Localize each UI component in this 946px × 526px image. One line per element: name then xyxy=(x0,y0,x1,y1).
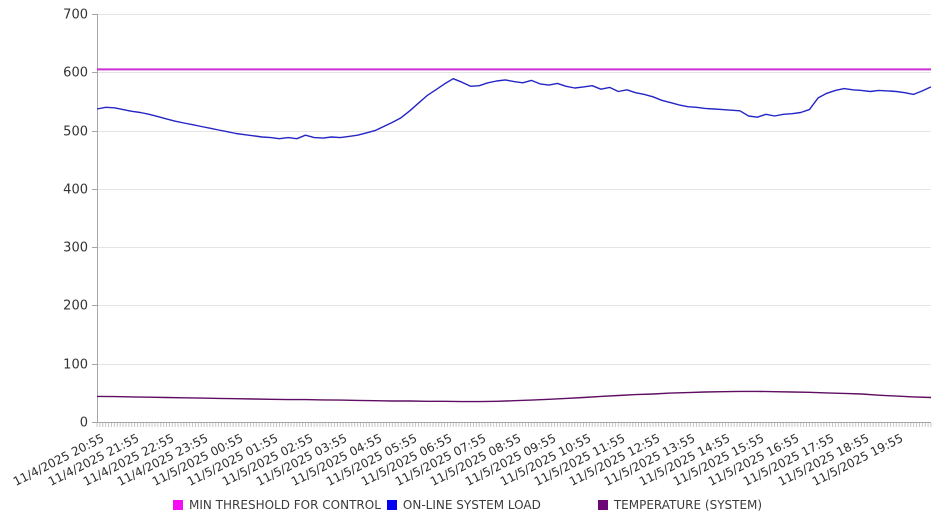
y-axis-label: 500 xyxy=(63,125,88,140)
legend-label: ON-LINE SYSTEM LOAD xyxy=(402,498,541,512)
series-line xyxy=(96,77,932,140)
legend-item-online-system-load: ON-LINE SYSTEM LOAD xyxy=(386,498,541,512)
y-axis-label: 700 xyxy=(63,8,88,23)
series-line xyxy=(96,390,932,403)
legend-item-min-threshold: MIN THRESHOLD FOR CONTROL xyxy=(173,498,381,512)
magenta-swatch-icon xyxy=(173,500,183,510)
y-axis-label: 100 xyxy=(63,358,88,373)
legend-label: TEMPERATURE (SYSTEM) xyxy=(613,498,763,512)
y-axis-label: 600 xyxy=(63,66,88,81)
y-axis-label: 0 xyxy=(80,416,88,431)
purple-swatch-icon xyxy=(597,500,608,510)
blue-swatch-icon xyxy=(386,500,397,510)
legend-item-temperature: TEMPERATURE (SYSTEM) xyxy=(597,498,763,512)
y-axis-label: 200 xyxy=(63,299,88,314)
legend-label: MIN THRESHOLD FOR CONTROL xyxy=(189,498,381,512)
y-axis-label: 300 xyxy=(63,241,88,256)
legend: MIN THRESHOLD FOR CONTROL ON-LINE SYSTEM… xyxy=(173,498,768,512)
y-axis-label: 400 xyxy=(63,183,88,198)
